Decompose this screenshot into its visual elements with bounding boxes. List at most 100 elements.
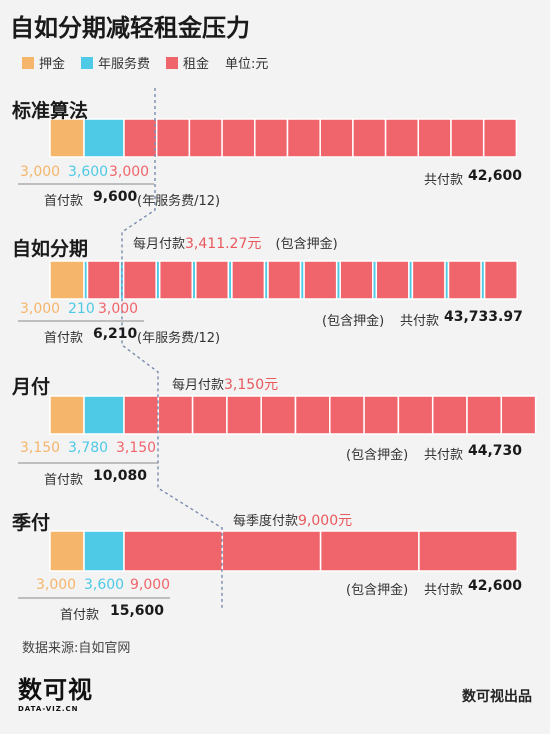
monthly-quarterly: 每季度付款9,000元 <box>233 510 352 530</box>
legend-deposit-label: 押金 <box>39 57 66 72</box>
bar-rent-monthly <box>500 395 537 435</box>
data-source: 数据来源:自如官网 <box>22 641 131 656</box>
value-service-ziroom: 210 <box>68 301 95 317</box>
monthly-ziroom: 每月付款3,411.27元 (包含押金) <box>133 233 338 253</box>
total-prefix-quarterly: (包含押金) <box>346 583 409 598</box>
first-value-ziroom: 6,210 <box>93 326 138 342</box>
value-deposit-standard: 3,000 <box>20 164 61 180</box>
monthly-prefix-quarterly: 每季度付款 <box>233 514 299 529</box>
bar-rent-standard <box>417 118 452 158</box>
value-service-monthly: 3,780 <box>68 440 109 456</box>
bar-rent-monthly <box>329 395 365 435</box>
monthly-monthly: 每月付款3,150元 <box>172 374 278 394</box>
page-title: 自如分期减轻租金压力 <box>10 14 250 42</box>
total-value-monthly: 44,730 <box>468 443 523 459</box>
bar-rent-standard <box>221 118 256 158</box>
bar-rent-monthly <box>226 395 262 435</box>
bar-rent-ziroom <box>375 260 410 300</box>
first-value-standard: 9,600 <box>93 189 138 205</box>
first-label-quarterly: 首付款 <box>60 608 100 623</box>
legend-rent: 租金 <box>166 53 209 72</box>
bar-rent-standard <box>352 118 387 158</box>
legend-rent-swatch <box>166 56 179 69</box>
bar-rent-ziroom <box>447 260 482 300</box>
bar-rent-ziroom <box>195 260 230 300</box>
bar-rent-monthly <box>123 395 160 435</box>
value-rent-quarterly: 9,000 <box>130 577 171 593</box>
bar-deposit-standard <box>49 118 85 158</box>
bar-deposit-ziroom <box>49 260 85 300</box>
bar-rent-quarterly <box>123 530 224 572</box>
first-note-standard: (年服务费/12) <box>137 194 221 209</box>
value-service-standard: 3,600 <box>68 164 109 180</box>
bar-rent-quarterly <box>418 530 518 572</box>
first-value-quarterly: 15,600 <box>110 603 165 619</box>
legend-deposit-swatch <box>22 56 34 69</box>
legend-deposit: 押金 <box>22 53 65 72</box>
bar-rent-standard <box>123 118 158 158</box>
bar-rent-monthly <box>191 395 228 435</box>
bar-deposit-quarterly <box>49 530 85 572</box>
value-rent-ziroom: 3,000 <box>98 301 139 317</box>
monthly-prefix-ziroom: 每月付款 <box>133 237 186 252</box>
bar-rent-ziroom <box>411 260 446 300</box>
bar-rent-standard <box>450 118 485 158</box>
value-deposit-ziroom: 3,000 <box>20 301 61 317</box>
monthly-prefix-monthly: 每月付款 <box>172 378 225 393</box>
legend-service-label: 年服务费 <box>98 57 151 72</box>
bar-rent-ziroom <box>267 260 302 300</box>
section-title-standard: 标准算法 <box>12 100 89 122</box>
bar-rent-monthly <box>431 395 468 435</box>
total-label-ziroom: 共付款 <box>400 314 440 329</box>
total-label-monthly: 共付款 <box>424 448 464 463</box>
bar-rent-standard <box>482 118 518 158</box>
bar-rent-monthly <box>260 395 297 435</box>
bar-service-monthly <box>83 395 125 435</box>
bar-rent-ziroom <box>339 260 374 300</box>
bar-rent-ziroom <box>122 260 157 300</box>
total-prefix-ziroom: (包含押金) <box>322 314 385 329</box>
value-rent-monthly: 3,150 <box>116 440 157 456</box>
total-label-quarterly: 共付款 <box>424 583 464 598</box>
bar-rent-ziroom <box>158 260 194 300</box>
section-title-monthly: 月付 <box>12 376 51 398</box>
legend-service-swatch <box>81 56 94 69</box>
first-value-monthly: 10,080 <box>93 468 148 484</box>
bar-rent-monthly <box>157 395 194 435</box>
bar-rent-monthly <box>363 395 400 435</box>
section-title-quarterly: 季付 <box>12 512 51 534</box>
bar-rent-standard <box>155 118 191 158</box>
first-label-ziroom: 首付款 <box>44 331 84 346</box>
dashed-guide <box>121 88 223 610</box>
total-label-standard: 共付款 <box>424 173 464 188</box>
bar-rent-standard <box>286 118 321 158</box>
legend-service: 年服务费 <box>81 53 150 72</box>
bar-rent-standard <box>254 118 289 158</box>
bar-rent-ziroom <box>483 260 518 300</box>
brand: 数可视出品 <box>462 689 532 705</box>
total-value-ziroom: 43,733.97 <box>444 309 523 325</box>
value-deposit-monthly: 3,150 <box>20 440 61 456</box>
bar-deposit-monthly <box>49 395 85 435</box>
bar-rent-monthly <box>294 395 331 435</box>
legend-rent-label: 租金 <box>183 57 210 72</box>
bar-rent-standard <box>188 118 223 158</box>
legend-unit-label: 单位:元 <box>225 57 269 72</box>
value-service-quarterly: 3,600 <box>84 577 125 593</box>
total-prefix-monthly: (包含押金) <box>346 448 409 463</box>
monthly-value-quarterly: 9,000元 <box>298 513 353 529</box>
value-deposit-quarterly: 3,000 <box>36 577 77 593</box>
bar-rent-quarterly <box>319 530 420 572</box>
bar-rent-quarterly <box>221 530 322 572</box>
bar-service-standard <box>83 118 125 158</box>
logo-text: 数可视 <box>18 676 93 704</box>
bar-rent-ziroom <box>231 260 266 300</box>
first-label-standard: 首付款 <box>44 194 84 209</box>
bar-rent-standard <box>319 118 354 158</box>
value-rent-standard: 3,000 <box>109 164 150 180</box>
first-label-monthly: 首付款 <box>44 473 84 488</box>
monthly-value-monthly: 3,150元 <box>224 377 279 393</box>
monthly-suffix-ziroom: (包含押金) <box>275 237 338 252</box>
monthly-value-ziroom: 3,411.27元 <box>185 236 262 252</box>
